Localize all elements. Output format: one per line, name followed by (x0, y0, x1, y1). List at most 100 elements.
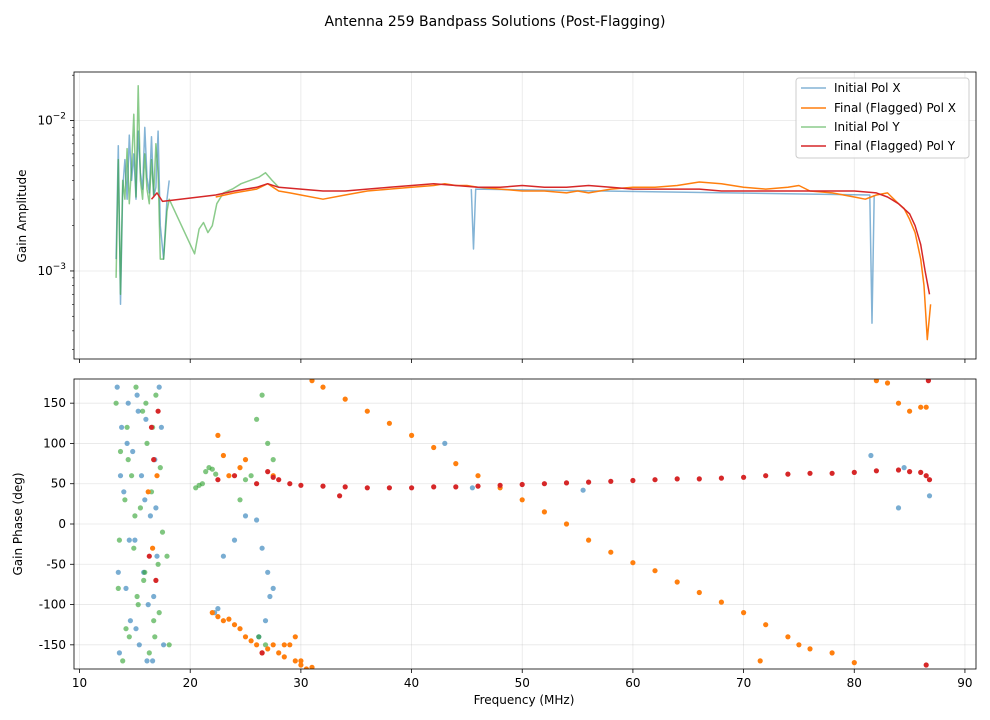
phase-point-s2 (309, 664, 315, 669)
phase-point-s0 (123, 585, 129, 592)
phase-point-s0 (136, 642, 142, 648)
phase-point-s3 (231, 473, 238, 479)
amplitude-y-axis-label: Gain Amplitude (15, 170, 29, 263)
phase-point-s2 (796, 642, 802, 648)
phase-point-s3 (586, 479, 592, 485)
phase-point-s2 (281, 642, 287, 648)
phase-point-s3 (431, 484, 437, 490)
phase-y-tick-label: -50 (46, 557, 66, 571)
phase-point-s0 (580, 487, 586, 493)
x-tick-label: 70 (736, 676, 751, 690)
x-tick-label: 40 (404, 676, 419, 690)
phase-y-tick-label: 100 (43, 436, 66, 450)
phase-point-s2 (154, 473, 160, 479)
phase-point-s2 (718, 599, 725, 605)
phase-point-s2 (918, 404, 924, 410)
phase-point-s1 (146, 650, 152, 656)
phase-point-s3 (276, 477, 282, 483)
phase-point-s0 (151, 593, 157, 600)
phase-point-s0 (117, 473, 124, 479)
phase-point-s2 (884, 380, 891, 386)
phase-point-s0 (161, 642, 167, 648)
phase-point-s1 (125, 457, 131, 463)
x-tick-label: 50 (515, 676, 530, 690)
phase-point-s1 (159, 529, 166, 535)
phase-point-s1 (248, 473, 254, 479)
phase-point-s3 (907, 469, 913, 475)
legend-label-initial-x: Initial Pol X (834, 81, 901, 95)
phase-point-s1 (140, 408, 146, 414)
phase-point-s0 (114, 384, 120, 390)
phase-point-s0 (231, 537, 238, 543)
amp-series-line-1 (115, 85, 280, 296)
phase-point-s1 (151, 618, 157, 624)
phase-point-s2 (674, 579, 680, 585)
legend: Initial Pol X Final (Flagged) Pol X Init… (795, 77, 970, 159)
phase-point-s3 (497, 482, 503, 488)
phase-point-s3 (519, 481, 525, 488)
phase-point-s3 (918, 469, 924, 475)
phase-point-s2 (254, 642, 260, 648)
phase-point-s3 (851, 469, 857, 475)
phase-point-s2 (292, 658, 298, 664)
x-tick-label: 60 (625, 676, 640, 690)
phase-point-s1 (116, 537, 122, 543)
phase-point-s2 (907, 408, 913, 414)
phase-point-s0 (262, 618, 269, 624)
phase-point-s2 (220, 618, 226, 624)
phase-panel: 10 20 30 40 50 60 70 80 90 -150 -100 -50 0 50 100 150 G… (11, 378, 977, 707)
phase-point-s2 (209, 610, 215, 616)
phase-point-s1 (199, 481, 205, 487)
phase-point-s0 (115, 569, 121, 575)
phase-point-s3 (652, 477, 658, 483)
phase-point-s3 (151, 457, 157, 463)
phase-point-s0 (156, 384, 162, 390)
phase-point-s3 (409, 485, 415, 491)
phase-point-s3 (337, 493, 343, 499)
phase-point-s2 (242, 457, 249, 463)
amp-series-line-2 (470, 188, 875, 324)
phase-point-s1 (142, 569, 148, 575)
phase-point-s2 (807, 646, 813, 652)
phase-point-s0 (125, 400, 131, 406)
phase-point-s1 (113, 400, 119, 406)
phase-point-s1 (164, 553, 170, 559)
phase-point-s0 (469, 485, 475, 491)
phase-point-s0 (150, 658, 156, 664)
phase-point-s3 (926, 477, 933, 483)
phase-point-s3 (254, 481, 260, 487)
phase-point-s1 (134, 593, 140, 600)
phase-point-s2 (248, 638, 254, 644)
phase-point-s2 (608, 549, 614, 555)
phase-point-s3 (718, 475, 725, 481)
phase-point-s3 (895, 467, 902, 473)
phase-point-s0 (153, 505, 159, 511)
phase-point-s3 (873, 468, 880, 474)
amplitude-panel: 10−2 10−3 Gain Amplitude Initial Pol X Fi… (15, 71, 977, 363)
legend-label-final-x: Final (Flagged) Pol X (834, 101, 956, 115)
phase-point-s3 (630, 477, 636, 484)
phase-y-axis-label: Gain Phase (deg) (11, 472, 25, 575)
phase-point-s2 (320, 384, 326, 390)
phase-point-s3 (475, 483, 481, 489)
phase-point-s1 (120, 658, 126, 664)
phase-point-s1 (115, 585, 121, 592)
x-tick-label: 10 (72, 676, 87, 690)
phase-point-s0 (134, 392, 140, 398)
phase-point-s2 (150, 545, 156, 551)
phase-point-s3 (364, 485, 370, 491)
phase-point-s3 (342, 484, 348, 490)
phase-point-s0 (158, 424, 164, 430)
x-tick-label: 20 (183, 676, 198, 690)
phase-point-s0 (215, 606, 221, 612)
phase-point-s1 (124, 424, 130, 430)
amplitude-ticks: 10−2 10−3 (37, 74, 966, 363)
phase-point-s2 (763, 622, 769, 628)
phase-point-s1 (166, 642, 172, 648)
legend-label-final-y: Final (Flagged) Pol Y (834, 139, 956, 153)
amp-y-tick-label: 10−2 (37, 111, 66, 127)
phase-point-s2 (364, 408, 370, 414)
phase-point-s0 (220, 553, 226, 559)
x-tick-label: 30 (293, 676, 308, 690)
phase-point-s3 (155, 408, 161, 414)
